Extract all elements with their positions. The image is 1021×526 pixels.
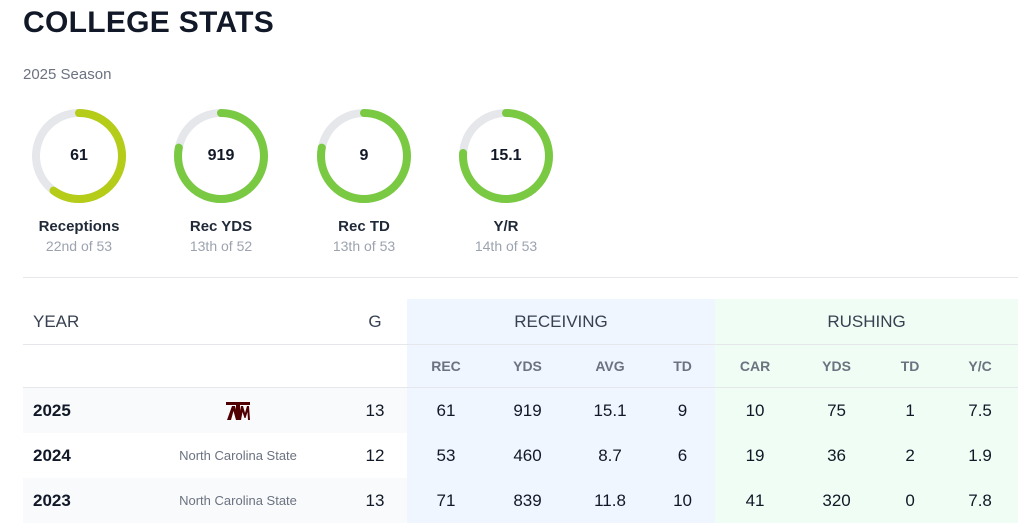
rec-yds-cell: 839 [485, 478, 571, 523]
yc-cell: 1.9 [942, 433, 1019, 478]
ring-yards-per-reception: 15.1 Y/R 14th of 53 [431, 104, 581, 254]
yc-cell: 7.5 [942, 387, 1019, 433]
rec-avg-cell: 8.7 [570, 433, 651, 478]
progress-ring [32, 109, 126, 203]
ring-label: Rec TD [338, 218, 390, 235]
rush-yds-cell: 75 [795, 387, 879, 433]
rec-avg-header: AVG [570, 344, 651, 388]
rec-td-cell: 9 [650, 387, 716, 433]
ring-rank: 22nd of 53 [45, 238, 113, 254]
rec-cell: 71 [407, 478, 486, 523]
ring-rank: 14th of 53 [474, 238, 538, 254]
rec-cell: 53 [407, 433, 486, 478]
rush-yds-cell: 36 [795, 433, 879, 478]
rec-td-cell: 6 [650, 433, 716, 478]
table-row: 2024 North Carolina State 12 53 460 8.7 … [23, 433, 1019, 478]
school-cell [133, 387, 344, 433]
rush-td-cell: 2 [878, 433, 943, 478]
car-header: CAR [715, 344, 796, 388]
school-cell[interactable]: North Carolina State [179, 448, 297, 463]
ring-value: 9 [359, 147, 369, 164]
rushing-header: RUSHING [715, 299, 1019, 345]
rush-td-header: TD [878, 344, 943, 388]
rush-td-cell: 1 [878, 387, 943, 433]
ring-label: Rec YDS [189, 218, 253, 235]
games-cell: 13 [343, 478, 408, 523]
section-divider [23, 277, 1018, 278]
progress-ring [174, 109, 268, 203]
ring-label: Receptions [38, 218, 120, 235]
ring-rank: 13th of 52 [189, 238, 253, 254]
ring-rec-td: 9 Rec TD 13th of 53 [289, 104, 439, 254]
ring-value: 61 [70, 147, 88, 164]
group-header-row: YEAR G RECEIVING RUSHING [23, 299, 1019, 345]
car-cell: 41 [715, 478, 796, 523]
ring-label: Y/R [493, 218, 519, 235]
page-title: COLLEGE STATS [23, 6, 275, 39]
year-header: YEAR [23, 299, 344, 345]
rec-td-header: TD [650, 344, 716, 388]
ring-rec-yds: 919 Rec YDS 13th of 52 [146, 104, 296, 254]
progress-ring [459, 109, 553, 203]
rec-cell: 61 [407, 387, 486, 433]
games-header: G [343, 299, 408, 345]
ring-rank: 13th of 53 [332, 238, 396, 254]
year-cell: 2024 [33, 445, 71, 465]
rec-header: REC [407, 344, 486, 388]
table-row: 2025 13 61 919 15.1 9 10 75 1 7.5 [23, 387, 1019, 433]
car-cell: 19 [715, 433, 796, 478]
games-cell: 12 [365, 445, 385, 465]
table-row: 2023 North Carolina State 13 71 839 11.8… [23, 478, 1019, 523]
car-cell: 10 [715, 387, 796, 433]
year-cell: 2023 [23, 478, 133, 523]
rec-yds-header: YDS [485, 344, 571, 388]
ring-value: 15.1 [490, 147, 522, 164]
sub-header-row: REC YDS AVG TD CAR YDS TD Y/C [23, 344, 1019, 388]
rush-td-cell: 0 [878, 478, 943, 523]
games-cell: 13 [343, 387, 408, 433]
yc-header: Y/C [942, 344, 1019, 388]
year-cell: 2025 [23, 387, 133, 433]
rec-yds-cell: 919 [485, 387, 571, 433]
progress-ring [317, 109, 411, 203]
stat-rings: 61 Receptions 22nd of 53 919 Rec YDS 13t… [0, 104, 1021, 264]
rush-yds-cell: 320 [795, 478, 879, 523]
yc-cell: 7.8 [942, 478, 1019, 523]
rush-yds-header: YDS [795, 344, 879, 388]
school-cell[interactable]: North Carolina State [133, 478, 344, 523]
rec-avg-cell: 15.1 [570, 387, 651, 433]
ring-receptions: 61 Receptions 22nd of 53 [4, 104, 154, 254]
rec-avg-cell: 11.8 [570, 478, 651, 523]
rec-yds-cell: 460 [485, 433, 571, 478]
texas-am-logo[interactable] [225, 401, 251, 421]
rec-td-cell: 10 [650, 478, 716, 523]
ring-value: 919 [207, 147, 235, 164]
season-label: 2025 Season [23, 66, 112, 83]
college-stats-table: YEAR G RECEIVING RUSHING REC YDS AVG TD … [23, 299, 1019, 523]
receiving-header: RECEIVING [407, 299, 716, 345]
